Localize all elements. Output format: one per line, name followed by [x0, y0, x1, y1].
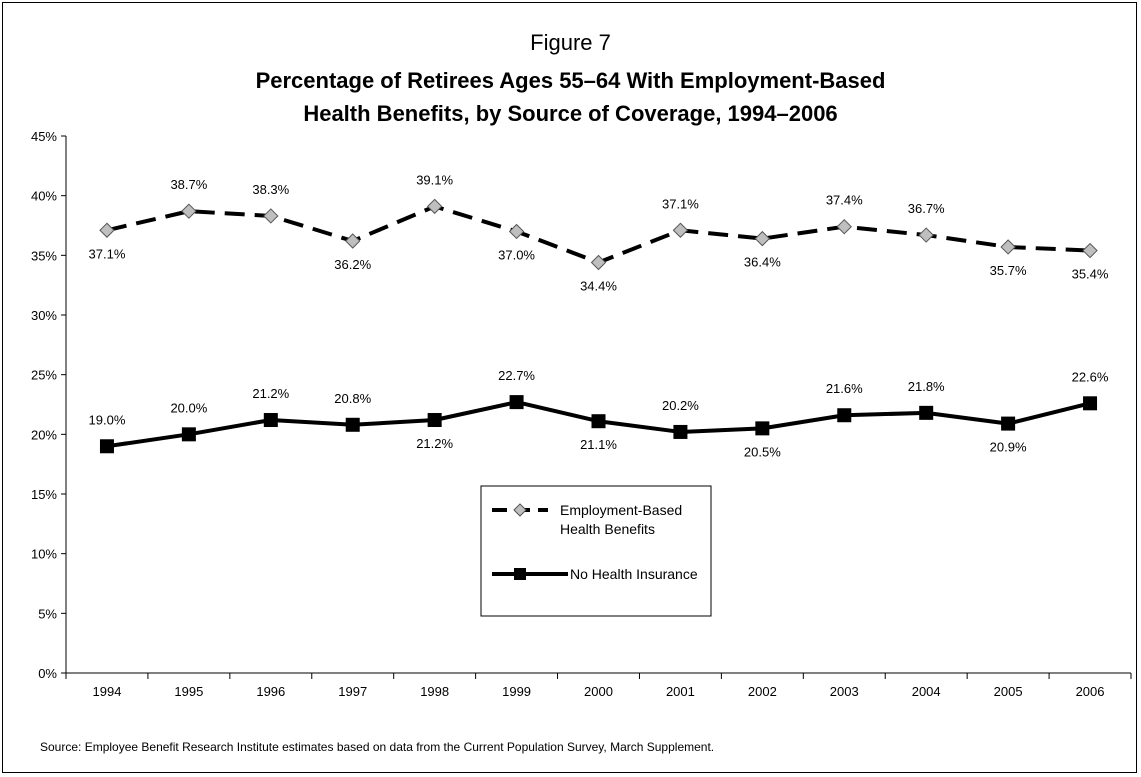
data-point-diamond — [836, 218, 852, 235]
data-label: 37.1% — [662, 196, 699, 211]
data-label: 22.6% — [1072, 369, 1109, 384]
data-point-diamond — [672, 222, 689, 238]
data-label: 37.4% — [826, 193, 863, 208]
data-point-diamond — [181, 203, 197, 219]
y-tick-label: 20% — [31, 427, 57, 442]
data-label: 21.8% — [908, 379, 945, 394]
data-label: 34.4% — [580, 278, 617, 293]
data-label: 19.0% — [89, 412, 126, 427]
data-point-diamond — [590, 254, 607, 271]
data-point-square — [509, 395, 524, 410]
data-label: 39.1% — [416, 172, 453, 187]
data-label: 21.1% — [580, 437, 617, 452]
data-label: 20.9% — [990, 440, 1027, 455]
data-label: 37.0% — [498, 247, 535, 262]
data-point-square — [755, 421, 770, 436]
data-point-square — [263, 413, 278, 428]
x-tick-label: 1995 — [174, 684, 203, 699]
y-tick-label: 40% — [31, 189, 57, 204]
data-point-square — [591, 414, 606, 429]
y-tick-label: 0% — [38, 666, 57, 681]
x-tick-label: 1999 — [502, 684, 531, 699]
x-tick-label: 2004 — [912, 684, 941, 699]
x-tick-label: 1997 — [338, 684, 367, 699]
data-point-diamond — [918, 227, 934, 243]
data-point-diamond — [263, 208, 279, 224]
legend-swatch-marker-1 — [514, 568, 526, 580]
x-tick-label: 1996 — [256, 684, 285, 699]
legend-box — [480, 485, 712, 617]
y-tick-label: 10% — [31, 547, 57, 562]
data-point-square — [673, 424, 688, 439]
data-point-diamond — [99, 222, 115, 238]
y-tick-label: 35% — [31, 248, 57, 263]
data-label: 37.1% — [89, 246, 126, 261]
y-tick-label: 5% — [38, 606, 57, 621]
data-label: 20.5% — [744, 444, 781, 459]
data-label: 22.7% — [498, 368, 535, 383]
data-point-square — [427, 413, 442, 428]
data-label: 35.7% — [990, 263, 1027, 278]
y-tick-label: 45% — [31, 129, 57, 144]
data-point-diamond — [754, 230, 771, 247]
data-label: 36.4% — [744, 255, 781, 270]
x-tick-label: 2005 — [994, 684, 1023, 699]
x-tick-label: 2002 — [748, 684, 777, 699]
data-label: 21.6% — [826, 381, 863, 396]
data-label: 36.7% — [908, 201, 945, 216]
figure-label: Figure 7 — [530, 30, 611, 55]
x-tick-label: 2000 — [584, 684, 613, 699]
data-point-diamond — [508, 223, 525, 240]
data-point-square — [919, 405, 934, 420]
source-note: Source: Employee Benefit Research Instit… — [40, 740, 715, 754]
y-tick-label: 25% — [31, 368, 57, 383]
data-label: 20.8% — [334, 391, 371, 406]
data-label: 35.4% — [1072, 267, 1109, 282]
x-tick-label: 1994 — [93, 684, 122, 699]
data-point-square — [837, 408, 852, 423]
data-point-diamond — [426, 198, 443, 215]
data-label: 20.0% — [170, 400, 207, 415]
data-label: 21.2% — [416, 436, 453, 451]
data-label: 38.3% — [252, 182, 289, 197]
legend-label-0-line-1: Employment-Based — [560, 502, 682, 518]
data-point-diamond — [1000, 239, 1016, 255]
chart-title-line-2: Health Benefits, by Source of Coverage, … — [303, 101, 838, 126]
legend-label-0-line-2: Health Benefits — [560, 521, 655, 537]
legend-label-1: No Health Insurance — [570, 566, 698, 582]
chart-title-line-1: Percentage of Retirees Ages 55–64 With E… — [255, 68, 886, 93]
data-label: 20.2% — [662, 398, 699, 413]
data-label: 21.2% — [252, 386, 289, 401]
data-label: 38.7% — [170, 177, 207, 192]
data-point-square — [1083, 396, 1098, 411]
data-point-square — [345, 417, 360, 432]
x-tick-label: 1998 — [420, 684, 449, 699]
x-tick-label: 2003 — [830, 684, 859, 699]
data-point-square — [99, 439, 114, 454]
x-tick-label: 2006 — [1076, 684, 1105, 699]
data-point-square — [181, 427, 196, 442]
x-tick-label: 2001 — [666, 684, 695, 699]
data-point-diamond — [345, 233, 361, 249]
data-point-square — [1001, 416, 1016, 431]
data-point-diamond — [1082, 242, 1098, 259]
legend-swatch-marker-0 — [513, 503, 527, 517]
y-tick-label: 30% — [31, 308, 57, 323]
data-label: 36.2% — [334, 257, 371, 272]
y-tick-label: 15% — [31, 487, 57, 502]
